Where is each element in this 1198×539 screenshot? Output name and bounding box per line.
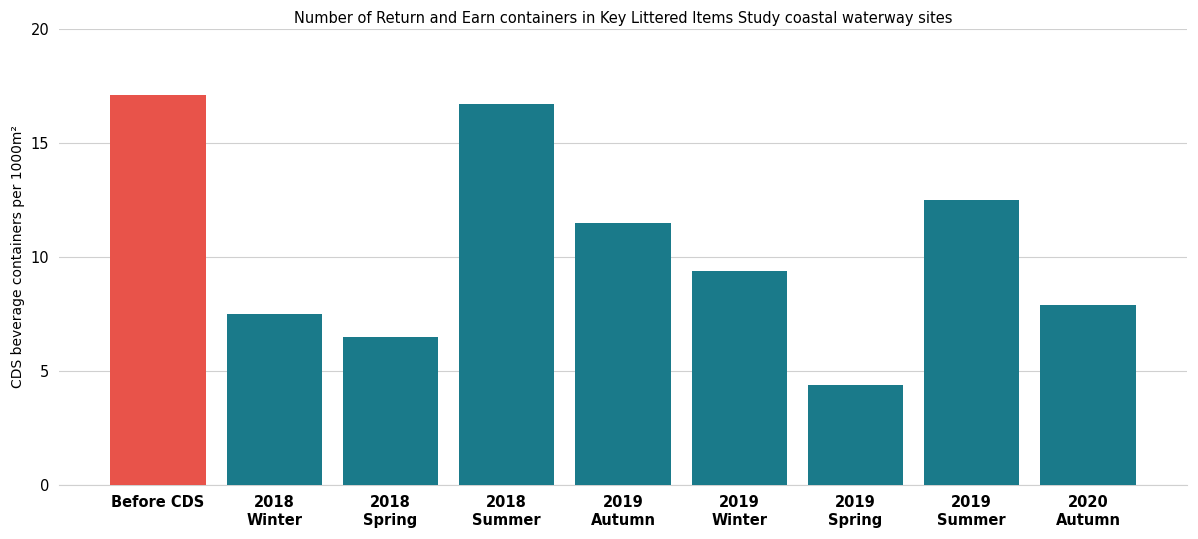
Bar — [575, 223, 671, 485]
Bar — [1040, 305, 1136, 485]
Bar — [459, 104, 555, 485]
Bar — [110, 95, 206, 485]
Bar — [343, 337, 438, 485]
Bar — [924, 200, 1019, 485]
Bar — [691, 271, 787, 485]
Title: Number of Return and Earn containers in Key Littered Items Study coastal waterwa: Number of Return and Earn containers in … — [294, 11, 952, 26]
Bar — [807, 385, 903, 485]
Bar — [226, 314, 322, 485]
Y-axis label: CDS beverage containers per 1000m²: CDS beverage containers per 1000m² — [11, 126, 25, 388]
